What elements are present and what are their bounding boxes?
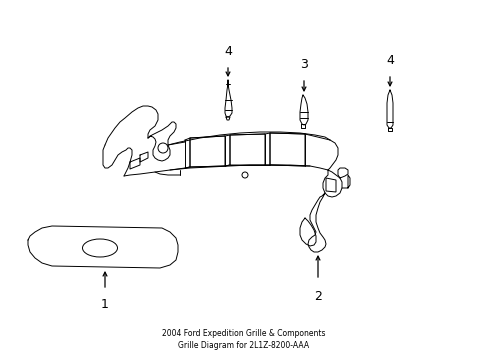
- Text: 4: 4: [224, 45, 231, 58]
- Text: 1: 1: [101, 298, 109, 311]
- Text: 2: 2: [313, 290, 321, 303]
- Text: 4: 4: [385, 54, 393, 67]
- Text: 2004 Ford Expedition Grille & Components
Grille Diagram for 2L1Z-8200-AAA: 2004 Ford Expedition Grille & Components…: [162, 328, 325, 350]
- Text: 3: 3: [300, 58, 307, 71]
